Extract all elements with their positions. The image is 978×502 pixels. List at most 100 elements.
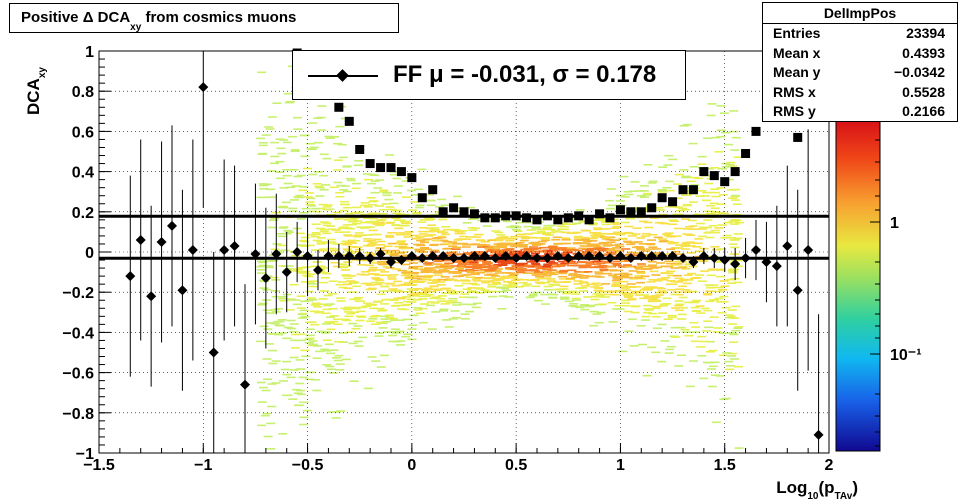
heatmap-cell (565, 277, 575, 280)
heatmap-cell (614, 304, 624, 307)
heatmap-cell (376, 261, 386, 263)
heatmap-cell (681, 289, 691, 291)
heatmap-cell (450, 265, 460, 267)
heatmap-cell (660, 340, 670, 342)
heatmap-cell (540, 238, 550, 240)
heatmap-cell (422, 238, 432, 240)
heatmap-cell (321, 241, 331, 243)
heatmap-cell (300, 240, 310, 243)
heatmap-cell (413, 307, 423, 309)
heatmap-cell (531, 228, 541, 230)
heatmap-cell (429, 251, 439, 253)
heatmap-cell (614, 269, 624, 272)
heatmap-cell (430, 227, 440, 229)
heatmap-cell (405, 276, 414, 279)
heatmap-cell (599, 268, 609, 271)
heatmap-cell (665, 189, 675, 192)
heatmap-cell (697, 355, 707, 357)
heatmap-cell (356, 259, 366, 262)
heatmap-cell (606, 241, 616, 243)
heatmap-cell (403, 270, 413, 273)
heatmap-cell (368, 307, 378, 310)
heatmap-cell (634, 275, 644, 277)
diamond-marker (406, 251, 417, 262)
heatmap-cell (560, 281, 570, 283)
heatmap-cell (704, 182, 714, 185)
heatmap-cell (382, 320, 392, 323)
heatmap-cell (440, 276, 450, 278)
heatmap-cell (341, 217, 351, 219)
heatmap-cell (258, 144, 268, 147)
heatmap-cell (418, 295, 428, 298)
heatmap-cell (381, 203, 391, 205)
heatmap-cell (356, 226, 366, 228)
heatmap-cell (663, 164, 673, 166)
heatmap-cell (642, 194, 652, 196)
heatmap-cell (286, 319, 296, 322)
heatmap-cell (266, 188, 276, 191)
heatmap-cell (526, 261, 536, 263)
heatmap-cell (599, 241, 608, 244)
heatmap-cell (310, 379, 320, 381)
heatmap-cell (267, 170, 277, 172)
heatmap-cell (326, 328, 336, 331)
heatmap-cell (300, 315, 310, 318)
diamond-marker (375, 249, 386, 260)
heatmap-cell (443, 279, 453, 282)
heatmap-cell (391, 268, 401, 270)
diamond-marker (761, 257, 772, 268)
heatmap-cell (282, 141, 292, 144)
heatmap-cell (307, 283, 317, 285)
heatmap-cell (319, 228, 329, 231)
heatmap-cell (293, 392, 303, 394)
heatmap-cell (595, 290, 605, 293)
heatmap-cell (586, 305, 596, 307)
heatmap-cell (417, 221, 427, 223)
heatmap-cell (370, 281, 380, 284)
heatmap-cell (318, 298, 328, 300)
heatmap-cell (605, 199, 614, 202)
heatmap-cell (670, 280, 680, 283)
heatmap-cell (282, 174, 292, 177)
heatmap-cell (460, 293, 470, 295)
heatmap-cell (664, 240, 674, 243)
heatmap-cell (325, 137, 335, 139)
heatmap-cell (653, 236, 663, 239)
heatmap-cell (575, 306, 585, 309)
heatmap-cell (704, 231, 714, 233)
heatmap-cell (457, 262, 467, 265)
heatmap-cell (293, 175, 303, 178)
heatmap-cell (643, 289, 653, 291)
heatmap-cell (611, 262, 621, 265)
stats-row-value: 23394 (906, 25, 945, 41)
square-marker (678, 185, 688, 195)
heatmap-cell (538, 274, 548, 276)
heatmap-cell (583, 296, 593, 298)
heatmap-cell (643, 221, 653, 224)
heatmap-cell (681, 248, 691, 250)
heatmap-cell (659, 278, 669, 281)
square-marker (553, 215, 563, 225)
heatmap-cell (680, 244, 690, 246)
heatmap-cell (368, 229, 378, 232)
diamond-marker (469, 251, 480, 262)
heatmap-cell (403, 300, 413, 303)
heatmap-cell (284, 265, 294, 267)
heatmap-cell (343, 287, 353, 289)
heatmap-cell (601, 296, 611, 298)
heatmap-cell (308, 122, 318, 124)
heatmap-cell (283, 92, 293, 95)
heatmap-cell (630, 311, 640, 314)
heatmap-cell (631, 233, 641, 235)
heatmap-cell (543, 285, 553, 288)
square-marker (595, 209, 605, 219)
heatmap-cell (558, 275, 568, 278)
heatmap-cell (675, 253, 685, 255)
heatmap-cell (603, 272, 613, 275)
heatmap-cell (332, 211, 342, 214)
heatmap-cell (442, 319, 451, 321)
heatmap-cell (504, 286, 514, 288)
heatmap-cell (670, 264, 680, 266)
heatmap-cell (716, 301, 726, 303)
heatmap-cell (347, 179, 356, 182)
